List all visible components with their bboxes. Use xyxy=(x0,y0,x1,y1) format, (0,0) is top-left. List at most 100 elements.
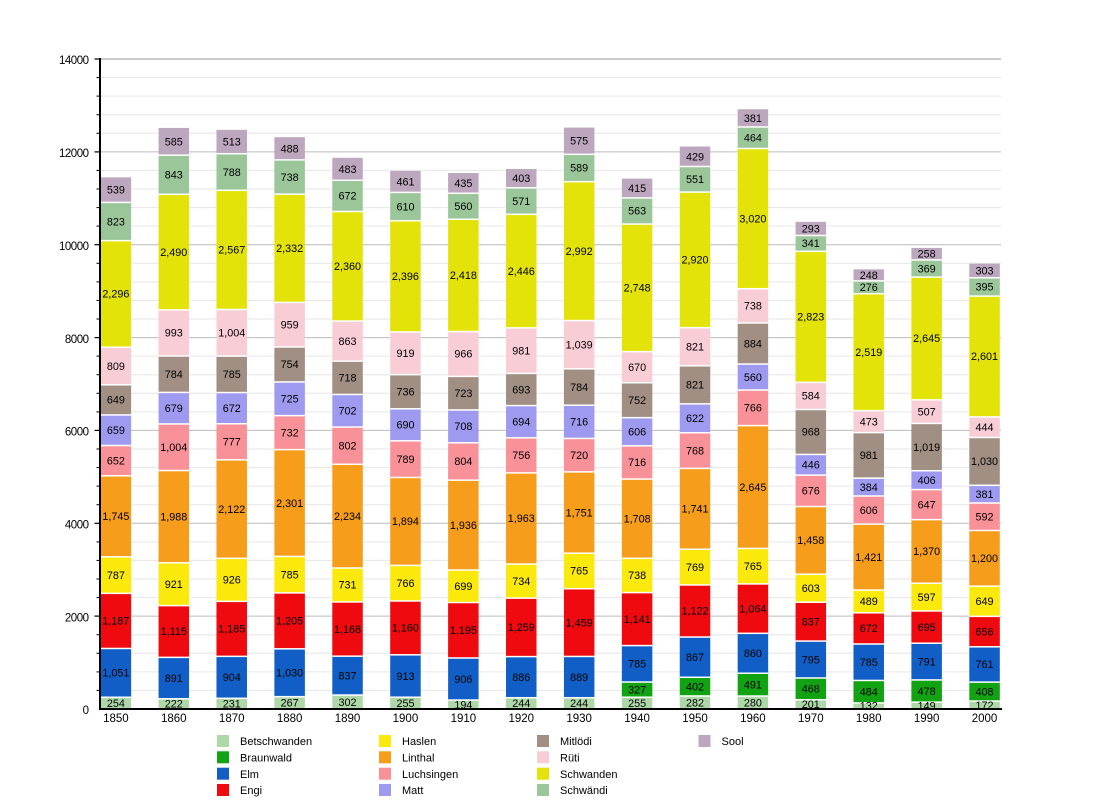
svg-text:2,296: 2,296 xyxy=(102,289,129,301)
svg-text:248: 248 xyxy=(860,270,878,282)
svg-text:647: 647 xyxy=(918,499,936,511)
svg-text:282: 282 xyxy=(686,697,704,709)
svg-text:513: 513 xyxy=(223,137,241,149)
svg-text:2,396: 2,396 xyxy=(392,271,419,283)
svg-text:1,051: 1,051 xyxy=(102,668,129,680)
svg-text:718: 718 xyxy=(339,373,357,385)
svg-text:622: 622 xyxy=(686,413,704,425)
svg-text:708: 708 xyxy=(454,421,472,433)
svg-text:993: 993 xyxy=(165,328,183,340)
svg-text:886: 886 xyxy=(512,672,530,684)
svg-text:484: 484 xyxy=(860,686,878,698)
svg-text:Braunwald: Braunwald xyxy=(240,753,292,765)
svg-text:694: 694 xyxy=(512,416,530,428)
svg-text:843: 843 xyxy=(165,169,183,181)
svg-text:12000: 12000 xyxy=(59,148,89,160)
svg-text:149: 149 xyxy=(918,700,936,712)
svg-text:478: 478 xyxy=(918,686,936,698)
svg-text:429: 429 xyxy=(686,151,704,163)
svg-text:592: 592 xyxy=(976,511,994,523)
svg-text:1,004: 1,004 xyxy=(160,442,187,454)
svg-text:791: 791 xyxy=(918,656,936,668)
svg-text:384: 384 xyxy=(860,482,878,494)
svg-text:1990: 1990 xyxy=(914,713,940,725)
svg-text:699: 699 xyxy=(454,581,472,593)
svg-text:1970: 1970 xyxy=(798,713,824,725)
svg-text:2,234: 2,234 xyxy=(334,511,361,523)
svg-text:1,205: 1,205 xyxy=(276,616,303,628)
svg-text:Haslen: Haslen xyxy=(402,736,436,748)
svg-text:610: 610 xyxy=(396,201,414,213)
svg-text:785: 785 xyxy=(281,569,299,581)
svg-text:1,168: 1,168 xyxy=(334,624,361,636)
svg-text:906: 906 xyxy=(454,674,472,686)
svg-text:435: 435 xyxy=(454,178,472,190)
svg-text:Schwändi: Schwändi xyxy=(560,785,608,797)
svg-text:507: 507 xyxy=(918,406,936,418)
svg-text:785: 785 xyxy=(628,659,646,671)
svg-text:769: 769 xyxy=(686,562,704,574)
svg-text:446: 446 xyxy=(802,460,820,472)
svg-text:Linthal: Linthal xyxy=(402,753,434,765)
svg-text:1,195: 1,195 xyxy=(450,625,477,637)
svg-text:679: 679 xyxy=(165,403,183,415)
svg-text:716: 716 xyxy=(570,417,588,429)
svg-text:2,519: 2,519 xyxy=(855,347,882,359)
svg-text:Schwanden: Schwanden xyxy=(560,769,618,781)
svg-text:488: 488 xyxy=(281,143,299,155)
svg-text:1900: 1900 xyxy=(393,713,419,725)
svg-text:1,421: 1,421 xyxy=(855,552,882,564)
svg-text:904: 904 xyxy=(223,672,241,684)
svg-text:913: 913 xyxy=(396,671,414,683)
svg-text:2,301: 2,301 xyxy=(276,498,303,510)
svg-text:1,370: 1,370 xyxy=(913,546,940,558)
svg-text:1940: 1940 xyxy=(624,713,650,725)
svg-text:725: 725 xyxy=(281,394,299,406)
svg-text:765: 765 xyxy=(744,561,762,573)
svg-text:2,823: 2,823 xyxy=(797,312,824,324)
svg-text:560: 560 xyxy=(454,201,472,213)
svg-text:2,567: 2,567 xyxy=(218,245,245,257)
svg-text:Mitlödi: Mitlödi xyxy=(560,736,592,748)
svg-text:2,645: 2,645 xyxy=(739,482,766,494)
svg-text:293: 293 xyxy=(802,223,820,235)
svg-text:369: 369 xyxy=(918,263,936,275)
svg-text:656: 656 xyxy=(976,626,994,638)
svg-text:821: 821 xyxy=(686,380,704,392)
svg-text:575: 575 xyxy=(570,136,588,148)
svg-text:1,741: 1,741 xyxy=(681,504,708,516)
svg-text:777: 777 xyxy=(223,437,241,449)
svg-text:Betschwanden: Betschwanden xyxy=(240,736,312,748)
svg-text:649: 649 xyxy=(976,596,994,608)
svg-text:716: 716 xyxy=(628,457,646,469)
svg-text:341: 341 xyxy=(802,238,820,250)
svg-text:884: 884 xyxy=(744,338,762,350)
svg-text:2,446: 2,446 xyxy=(508,266,535,278)
svg-text:415: 415 xyxy=(628,183,646,195)
svg-text:672: 672 xyxy=(223,403,241,415)
svg-text:302: 302 xyxy=(339,697,357,709)
svg-text:483: 483 xyxy=(339,164,357,176)
svg-text:255: 255 xyxy=(628,698,646,710)
svg-text:2,992: 2,992 xyxy=(566,246,593,258)
svg-text:919: 919 xyxy=(396,348,414,360)
svg-text:659: 659 xyxy=(107,425,125,437)
svg-text:461: 461 xyxy=(396,176,414,188)
svg-text:754: 754 xyxy=(281,359,299,371)
svg-text:1,030: 1,030 xyxy=(276,667,303,679)
svg-text:752: 752 xyxy=(628,395,646,407)
svg-text:652: 652 xyxy=(107,455,125,467)
svg-text:1910: 1910 xyxy=(451,713,477,725)
svg-text:1,894: 1,894 xyxy=(392,516,419,528)
svg-text:765: 765 xyxy=(570,566,588,578)
svg-text:702: 702 xyxy=(339,406,357,418)
svg-text:981: 981 xyxy=(512,345,530,357)
svg-text:676: 676 xyxy=(802,486,820,498)
svg-text:1,936: 1,936 xyxy=(450,520,477,532)
svg-text:381: 381 xyxy=(744,113,762,125)
svg-text:589: 589 xyxy=(570,163,588,175)
svg-text:738: 738 xyxy=(744,301,762,313)
svg-text:649: 649 xyxy=(107,395,125,407)
svg-text:1,004: 1,004 xyxy=(218,328,245,340)
svg-text:2,360: 2,360 xyxy=(334,261,361,273)
